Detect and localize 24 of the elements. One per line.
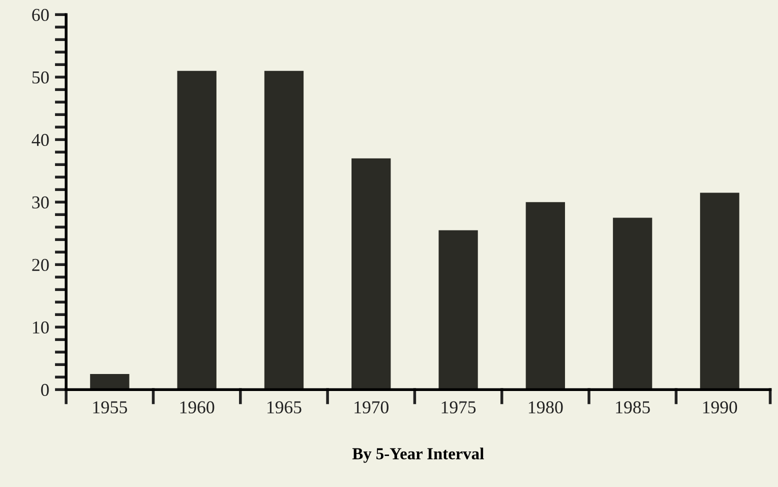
bar [438,230,478,390]
x-tick-label: 1990 [703,401,738,414]
bar [700,192,740,390]
bar [612,218,652,390]
x-tick-label: 1955 [93,401,128,414]
y-tick-label: 0 [41,384,49,396]
y-tick-label: 60 [32,8,49,22]
y-tick-label: 20 [32,258,49,272]
x-tick-label: 1980 [528,401,563,414]
y-tick-label: 30 [32,196,49,209]
bar [90,374,130,390]
x-tick-label: 1965 [268,401,302,414]
x-tick-label: 1960 [180,401,214,414]
x-axis-title: By 5-Year Interval [352,448,484,463]
bar [264,70,304,390]
y-tick-label: 40 [32,134,49,146]
bar [352,158,391,390]
bar [526,202,566,390]
x-tick-label: 1975 [442,401,476,414]
x-tick-label: 1985 [616,401,650,414]
y-tick-label: 10 [32,321,49,334]
bar [177,70,216,390]
y-tick-label: 50 [32,71,49,84]
x-tick-label: 1970 [354,401,388,414]
